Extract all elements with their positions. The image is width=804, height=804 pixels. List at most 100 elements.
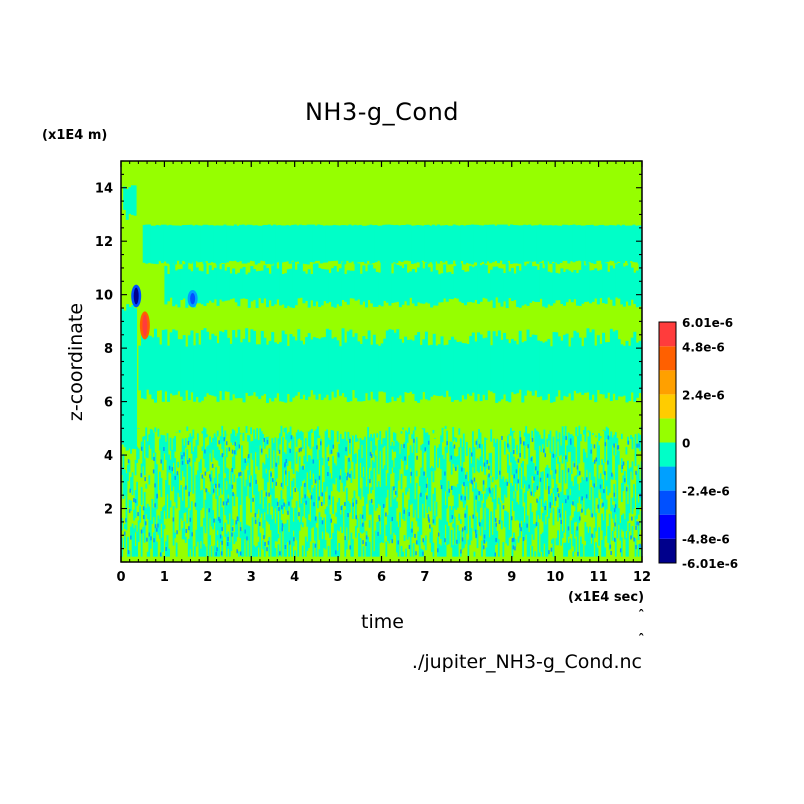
- noise-cell: [472, 431, 474, 438]
- noise-cell: [468, 447, 471, 454]
- noise-cell: [338, 542, 341, 557]
- noise-cell: [481, 519, 483, 527]
- noise-cell: [513, 438, 515, 450]
- band-cell: [241, 224, 245, 264]
- noise-speck: [464, 526, 466, 531]
- noise-cell: [178, 489, 181, 498]
- noise-speck: [216, 547, 218, 552]
- noise-cell: [634, 548, 637, 557]
- noise-cell: [560, 529, 562, 546]
- noise-speck: [486, 460, 489, 465]
- band-cell: [285, 225, 289, 262]
- x-tick-label: 2: [203, 570, 212, 585]
- noise-cell: [174, 436, 177, 452]
- noise-cell: [491, 476, 494, 483]
- noise-cell: [295, 514, 298, 530]
- noise-speck: [614, 537, 616, 542]
- band-cell: [213, 267, 217, 300]
- band-cell: [500, 268, 504, 307]
- noise-cell: [136, 491, 139, 501]
- band-cell: [593, 225, 597, 264]
- noise-speck: [293, 537, 295, 542]
- noise-cell: [282, 451, 284, 471]
- noise-cell: [389, 445, 392, 459]
- noise-cell: [602, 429, 605, 431]
- noise-cell: [168, 498, 170, 512]
- noise-cell: [544, 467, 547, 473]
- noise-cell: [396, 449, 398, 467]
- noise-cell: [440, 435, 442, 443]
- noise-cell: [358, 465, 360, 472]
- noise-cell: [426, 497, 429, 506]
- noise-cell: [148, 535, 151, 541]
- noise-speck: [483, 534, 486, 539]
- noise-speck: [275, 462, 277, 467]
- noise-cell: [168, 511, 170, 519]
- noise-cell: [309, 483, 312, 493]
- noise-cell: [269, 483, 272, 495]
- noise-speck: [581, 496, 583, 501]
- band-cell: [220, 225, 224, 263]
- noise-cell: [379, 534, 382, 544]
- noise-cell: [333, 470, 336, 485]
- noise-cell: [434, 437, 436, 439]
- noise-cell: [519, 486, 521, 502]
- noise-cell: [493, 538, 496, 557]
- noise-cell: [622, 475, 625, 492]
- noise-speck: [523, 441, 525, 446]
- noise-cell: [592, 534, 594, 542]
- noise-speck: [498, 520, 501, 525]
- noise-speck: [461, 467, 463, 472]
- band-cell: [562, 224, 566, 261]
- noise-cell: [206, 489, 208, 509]
- noise-cell: [446, 529, 449, 541]
- noise-cell: [557, 530, 559, 546]
- noise-speck: [176, 471, 179, 476]
- noise-cell: [166, 433, 169, 441]
- band-cell: [465, 225, 469, 263]
- noise-cell: [427, 450, 430, 470]
- noise-cell: [405, 548, 407, 557]
- band-cell: [536, 269, 540, 303]
- noise-cell: [286, 533, 289, 543]
- noise-cell: [569, 442, 572, 452]
- noise-cell: [218, 543, 221, 557]
- noise-speck: [483, 539, 486, 544]
- noise-cell: [584, 452, 587, 468]
- band-cell: [479, 334, 483, 402]
- noise-cell: [248, 435, 251, 447]
- band-cell: [557, 336, 561, 391]
- band-cell: [125, 189, 129, 220]
- noise-cell: [549, 430, 552, 442]
- noise-cell: [490, 546, 493, 557]
- band-cell: [578, 337, 582, 393]
- noise-speck: [593, 483, 595, 488]
- noise-cell: [453, 537, 456, 545]
- band-cell: [195, 267, 199, 304]
- band-cell: [367, 264, 371, 301]
- noise-cell: [525, 523, 528, 535]
- noise-speck: [272, 478, 274, 483]
- noise-cell: [162, 531, 164, 547]
- band-cell: [477, 332, 481, 395]
- noise-cell: [295, 451, 298, 464]
- noise-cell: [531, 456, 534, 476]
- noise-cell: [225, 539, 228, 557]
- band-cell: [371, 225, 375, 264]
- noise-cell: [585, 457, 588, 470]
- noise-cell: [373, 440, 376, 457]
- noise-cell: [441, 454, 444, 471]
- noise-cell: [285, 523, 287, 541]
- noise-cell: [329, 439, 332, 455]
- noise-speck: [218, 483, 220, 488]
- noise-cell: [409, 445, 412, 457]
- noise-speck: [627, 440, 630, 445]
- band-cell: [622, 266, 626, 307]
- band-cell: [628, 345, 632, 401]
- noise-cell: [537, 455, 540, 469]
- band-cell: [417, 332, 421, 403]
- noise-speck: [188, 492, 190, 497]
- noise-cell: [523, 522, 526, 534]
- noise-cell: [225, 533, 228, 540]
- noise-cell: [184, 463, 187, 476]
